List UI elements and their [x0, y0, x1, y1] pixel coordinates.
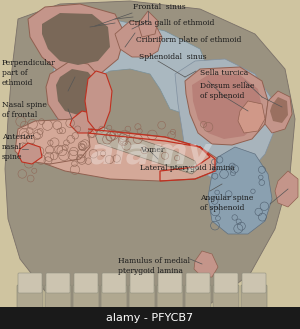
FancyBboxPatch shape	[186, 273, 210, 293]
Polygon shape	[46, 61, 105, 124]
Text: Sella turcica: Sella turcica	[200, 69, 248, 77]
FancyBboxPatch shape	[45, 285, 71, 315]
Text: Crista galli of ethmoid: Crista galli of ethmoid	[129, 19, 214, 27]
FancyBboxPatch shape	[242, 273, 266, 293]
FancyBboxPatch shape	[214, 273, 238, 293]
Polygon shape	[42, 13, 110, 65]
Polygon shape	[28, 4, 125, 77]
Polygon shape	[70, 111, 98, 133]
Polygon shape	[15, 119, 90, 164]
FancyBboxPatch shape	[158, 273, 182, 293]
FancyBboxPatch shape	[241, 285, 267, 315]
FancyBboxPatch shape	[213, 285, 239, 315]
FancyBboxPatch shape	[102, 273, 126, 293]
Text: Cribriform plate of ethmoid: Cribriform plate of ethmoid	[136, 36, 242, 44]
FancyBboxPatch shape	[0, 307, 300, 329]
FancyBboxPatch shape	[18, 273, 42, 293]
FancyBboxPatch shape	[17, 285, 43, 315]
Text: Nasal spine
of frontal: Nasal spine of frontal	[2, 101, 47, 119]
Polygon shape	[270, 97, 288, 123]
Polygon shape	[275, 171, 298, 207]
Text: Sphenoidal  sinus: Sphenoidal sinus	[139, 53, 207, 61]
Text: alamy - PFYCB7: alamy - PFYCB7	[106, 313, 194, 323]
Text: Dorsum sellae
of sphenoid: Dorsum sellae of sphenoid	[200, 82, 254, 100]
Polygon shape	[95, 127, 198, 174]
Text: Anterior
nasal
spine: Anterior nasal spine	[2, 133, 34, 161]
FancyBboxPatch shape	[74, 273, 98, 293]
Polygon shape	[56, 69, 99, 115]
Text: Lateral pterygoid lamina: Lateral pterygoid lamina	[140, 164, 235, 172]
Polygon shape	[18, 143, 42, 164]
FancyBboxPatch shape	[130, 273, 154, 293]
Polygon shape	[192, 75, 262, 139]
Text: alamy: alamy	[89, 137, 211, 171]
Polygon shape	[208, 147, 272, 234]
Polygon shape	[185, 67, 268, 145]
Polygon shape	[138, 11, 158, 37]
Text: Frontal  sinus: Frontal sinus	[133, 3, 186, 11]
Polygon shape	[52, 19, 100, 59]
Polygon shape	[52, 21, 210, 129]
Polygon shape	[18, 127, 218, 181]
Polygon shape	[115, 21, 162, 57]
Text: Vomer: Vomer	[140, 146, 164, 154]
FancyBboxPatch shape	[73, 285, 99, 315]
Polygon shape	[175, 59, 275, 179]
Text: Hamulus of medial
pterygoid lamina: Hamulus of medial pterygoid lamina	[118, 257, 190, 275]
FancyBboxPatch shape	[101, 285, 127, 315]
FancyBboxPatch shape	[46, 273, 70, 293]
FancyBboxPatch shape	[129, 285, 155, 315]
Polygon shape	[265, 91, 292, 133]
Polygon shape	[5, 1, 295, 321]
Text: Perpendicular
part of
ethmoid: Perpendicular part of ethmoid	[2, 59, 56, 87]
Polygon shape	[85, 71, 112, 131]
Polygon shape	[238, 101, 265, 133]
FancyBboxPatch shape	[185, 285, 211, 315]
Text: Angular spine
of sphenoid: Angular spine of sphenoid	[200, 194, 254, 212]
Polygon shape	[194, 251, 218, 277]
FancyBboxPatch shape	[157, 285, 183, 315]
